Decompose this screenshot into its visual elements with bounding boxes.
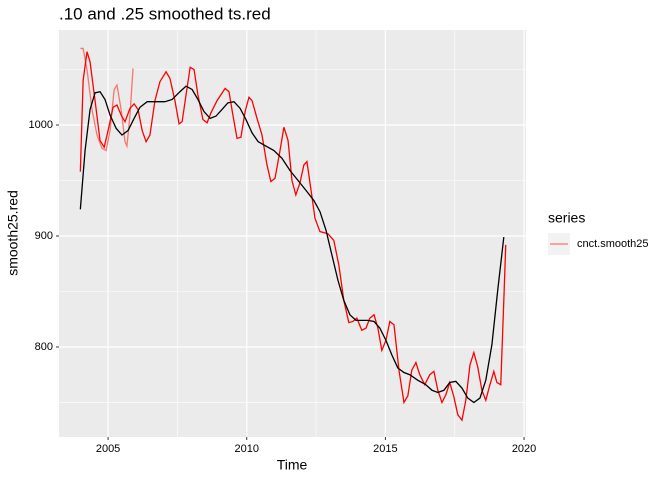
legend-title: series: [548, 210, 585, 226]
x-axis-title: Time: [277, 457, 308, 473]
series-line: [79, 51, 507, 422]
x-tick-label: 2020: [512, 443, 536, 455]
y-tick-label: 800: [35, 341, 53, 353]
legend: series cnct.smooth25: [548, 210, 649, 255]
x-tick-label: 2015: [373, 443, 397, 455]
panel: [59, 30, 526, 437]
chart-title: .10 and .25 smoothed ts.red: [59, 4, 271, 23]
x-tick-label: 2005: [96, 443, 120, 455]
legend-label: cnct.smooth25: [577, 238, 649, 250]
x-tick-label: 2010: [235, 443, 259, 455]
series-line: [79, 85, 505, 404]
y-axis-title: smooth25.red: [5, 190, 21, 276]
lines: [79, 47, 507, 422]
series-line: [80, 47, 134, 152]
y-tick-label: 1000: [29, 119, 53, 131]
y-tick-label: 900: [35, 230, 53, 242]
